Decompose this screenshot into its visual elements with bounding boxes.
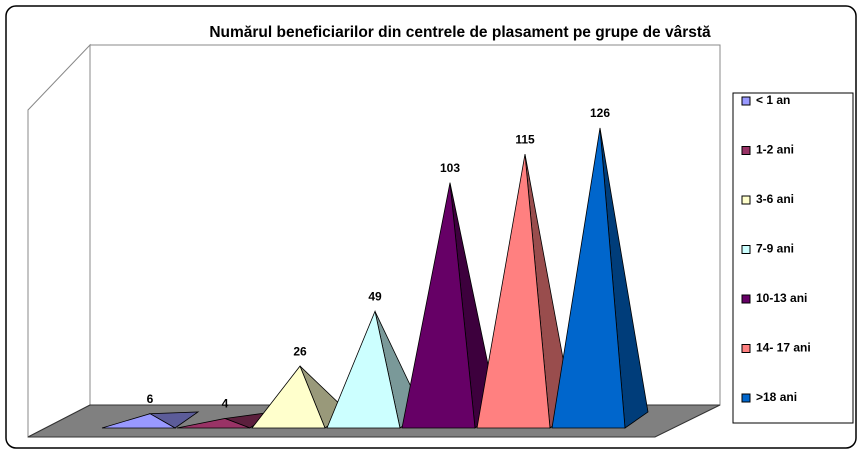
pyramid-front bbox=[401, 182, 476, 429]
pyramid-front bbox=[101, 413, 177, 429]
legend-swatch bbox=[741, 344, 751, 353]
legend-label: 1-2 ani bbox=[756, 143, 794, 157]
data-label: 49 bbox=[368, 290, 382, 304]
data-label: 115 bbox=[515, 132, 535, 146]
pyramid-front bbox=[551, 127, 626, 429]
legend-swatch bbox=[741, 146, 751, 155]
side-wall bbox=[27, 43, 91, 438]
data-label: 4 bbox=[222, 397, 229, 411]
chart-title: Numărul beneficiarilor din centrele de p… bbox=[209, 24, 711, 41]
pyramid-front bbox=[176, 418, 251, 429]
data-label: 26 bbox=[293, 344, 307, 358]
legend-swatch bbox=[741, 96, 751, 106]
legend-label: >18 ani bbox=[756, 390, 797, 404]
legend-label: 14- 17 ani bbox=[756, 341, 811, 355]
pyramid-front bbox=[251, 365, 326, 429]
pyramid-front bbox=[476, 154, 551, 429]
legend-swatch bbox=[741, 393, 751, 403]
legend-swatch bbox=[741, 195, 751, 205]
legend-label: 3-6 ani bbox=[756, 192, 794, 206]
legend-box bbox=[732, 92, 854, 424]
legend-swatch bbox=[741, 294, 751, 304]
legend-label: 10-13 ani bbox=[756, 291, 807, 305]
data-label: 6 bbox=[147, 392, 154, 406]
data-label: 103 bbox=[440, 161, 460, 175]
data-label: 126 bbox=[590, 106, 610, 120]
legend-label: 7-9 ani bbox=[756, 242, 794, 256]
legend-swatch bbox=[741, 245, 751, 254]
legend-label: < 1 an bbox=[756, 93, 790, 107]
pyramid-front bbox=[326, 309, 401, 429]
